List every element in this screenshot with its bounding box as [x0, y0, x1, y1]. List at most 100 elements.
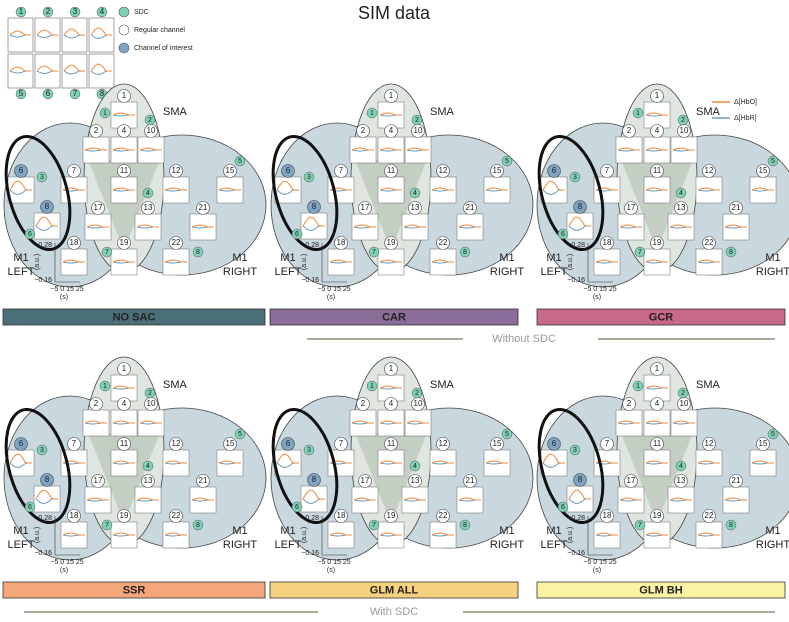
channel-label: 21 [732, 203, 741, 212]
sdc-label: 1 [636, 110, 640, 117]
x-unit: (s) [593, 567, 601, 574]
regular-channel [436, 437, 450, 451]
regular-channel [729, 474, 743, 488]
sdc-channel [411, 114, 423, 126]
hbo-trace [9, 30, 31, 36]
regular-channel [356, 124, 370, 138]
regular-channel [463, 201, 477, 215]
sdc-label: 4 [413, 463, 417, 470]
sdc-channel [632, 380, 644, 392]
hbo-trace [90, 27, 112, 36]
regular-channel [436, 164, 450, 178]
interest-channel [281, 437, 295, 451]
channel-label: 21 [466, 476, 475, 485]
channel-label: 4 [655, 126, 660, 135]
channel-label: 11 [653, 166, 662, 175]
regular-channel [223, 437, 237, 451]
hbo-trace [351, 147, 374, 151]
sdc-channel [24, 228, 36, 240]
m1-label: M1 [13, 525, 28, 537]
sdc-label: 2 [148, 390, 152, 397]
hbo-trace [619, 224, 642, 228]
hbo-trace [164, 460, 187, 464]
legend-regular-icon [118, 24, 130, 36]
regular-channel [622, 124, 636, 138]
sdc-label: 8 [729, 249, 733, 256]
regular-channel [117, 89, 131, 103]
regular-channel [674, 201, 688, 215]
regular-channel [600, 236, 614, 250]
hbo-trace [9, 66, 31, 72]
regular-channel [117, 397, 131, 411]
x-unit: (s) [327, 567, 335, 574]
hbo-trace [697, 532, 720, 536]
sdc-channel [569, 171, 581, 183]
right-label: RIGHT [223, 539, 258, 551]
sdc-channel [459, 519, 471, 531]
left-label: LEFT [541, 539, 568, 551]
overlap [621, 433, 693, 523]
hbo-trace [724, 224, 747, 228]
y-top-label: 0.28 [305, 242, 319, 249]
hbo-trace [406, 147, 429, 151]
channel-label: 17 [94, 476, 103, 485]
sdc-label: 4 [146, 190, 150, 197]
regular-channel [756, 164, 770, 178]
regular-channel [436, 509, 450, 523]
channel-label: 11 [120, 166, 129, 175]
hbo-trace [645, 460, 668, 464]
hbo-trace [458, 497, 481, 501]
channel-label: 7 [605, 166, 610, 175]
hbo-trace [86, 497, 109, 501]
regular-channel [436, 236, 450, 250]
sdc-label: 8 [196, 249, 200, 256]
regular-channel [384, 124, 398, 138]
sdc-channel [767, 428, 779, 440]
sdc-label: 1 [19, 7, 24, 16]
sdc-channel [569, 444, 581, 456]
sdc-channel [36, 171, 48, 183]
regular-channel [67, 509, 81, 523]
method-bar [2, 581, 266, 599]
x-unit: (s) [327, 294, 335, 301]
hbo-trace [276, 180, 299, 191]
channel-label: 6 [286, 439, 291, 448]
m1-label: M1 [13, 252, 28, 264]
interest-channel [547, 437, 561, 451]
channel-label: 2 [94, 399, 99, 408]
hbo-trace [568, 216, 591, 227]
roi-outline [537, 407, 605, 525]
sdc-label: 4 [100, 7, 105, 16]
channel-label: 12 [705, 166, 714, 175]
sdc-label: 3 [573, 174, 577, 181]
roi-outline [4, 134, 72, 252]
hbo-trace [63, 28, 85, 36]
channel-label: 2 [361, 399, 366, 408]
hbo-trace [669, 224, 692, 228]
channel-label: 13 [677, 203, 686, 212]
regular-channel [91, 201, 105, 215]
regular-channel [650, 509, 664, 523]
sdc-channel [144, 114, 156, 126]
sdc-channel [99, 380, 111, 392]
channel-label: 7 [72, 439, 77, 448]
hbo-trace [431, 187, 454, 191]
channel-label: 7 [605, 439, 610, 448]
hbo-trace [379, 385, 402, 389]
sdc-channel [677, 114, 689, 126]
sdc-label: 3 [40, 174, 44, 181]
regular-channel [67, 164, 81, 178]
sdc-channel [411, 387, 423, 399]
hbo-trace [379, 532, 402, 536]
regular-channel [622, 397, 636, 411]
legend-hbo: Δ[HbO] [734, 99, 757, 106]
sdc-channel [634, 246, 646, 258]
overlap [355, 160, 427, 250]
regular-channel [600, 509, 614, 523]
sdc-label: 4 [146, 463, 150, 470]
sdc-label: 5 [505, 158, 509, 165]
x-ticks: −5 0 15 25 [50, 559, 83, 566]
channel-label: 1 [389, 364, 394, 373]
y-top-label: 0.28 [38, 515, 52, 522]
hbo-trace [595, 532, 618, 536]
